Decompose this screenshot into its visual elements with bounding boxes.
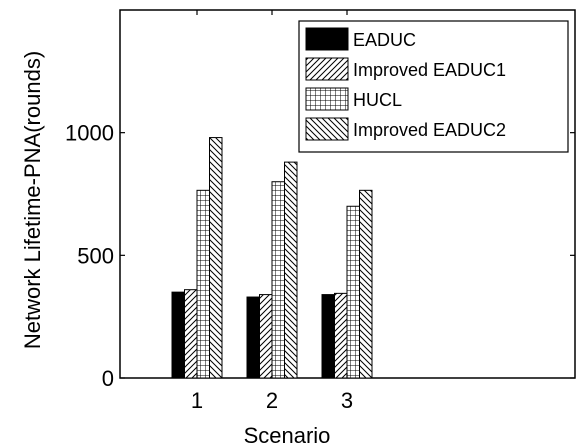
bar-hucl-1 [196, 189, 210, 379]
legend-label-improved-eaduc1: Improved EADUC1 [353, 60, 506, 80]
legend-label-improved-eaduc2: Improved EADUC2 [353, 120, 506, 140]
legend-swatch-eaduc [305, 27, 349, 51]
legend-swatch-improved-eaduc1 [305, 57, 349, 81]
bar-improved-eaduc1-1 [184, 289, 198, 379]
bar-improved-eaduc2-2 [284, 161, 298, 379]
x-tick-label: 1 [191, 388, 203, 413]
legend: EADUC Improved EADUC1 HUCL Improved EADUC2 [298, 20, 569, 153]
y-tick-label: 500 [77, 243, 114, 268]
legend-label-eaduc: EADUC [353, 30, 416, 50]
bar-eaduc-2 [246, 296, 260, 379]
y-axis-label: Network Lifetime-PNA(rounds) [20, 51, 45, 349]
y-tick-label: 1000 [65, 121, 114, 146]
bar-hucl-3 [346, 205, 360, 379]
bar-hucl-2 [271, 181, 285, 379]
y-tick-label: 0 [102, 366, 114, 391]
x-tick-label: 2 [266, 388, 278, 413]
y-axis-ticks: 0 500 1000 [65, 121, 575, 391]
bar-eaduc-1 [171, 291, 185, 379]
legend-label-hucl: HUCL [353, 90, 402, 110]
bars-group [171, 137, 373, 379]
legend-swatch-improved-eaduc2 [305, 117, 349, 141]
bar-improved-eaduc1-2 [259, 294, 273, 379]
legend-swatch-hucl [305, 87, 349, 111]
bar-improved-eaduc2-3 [359, 189, 373, 379]
bar-improved-eaduc2-1 [209, 137, 223, 379]
bar-improved-eaduc1-3 [334, 292, 348, 379]
bar-eaduc-3 [321, 294, 335, 379]
x-axis-ticks: 1 2 3 [191, 10, 353, 413]
x-axis-label: Scenario [244, 423, 331, 448]
x-tick-label: 3 [341, 388, 353, 413]
